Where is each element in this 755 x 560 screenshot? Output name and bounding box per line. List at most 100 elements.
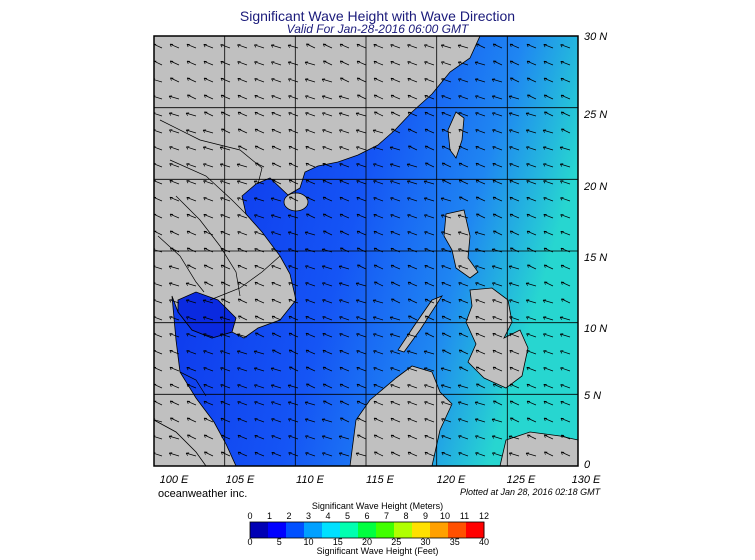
wave-arrow bbox=[543, 367, 554, 372]
wave-arrow bbox=[561, 298, 571, 304]
wave-arrow bbox=[560, 77, 571, 83]
wave-arrow bbox=[237, 78, 248, 83]
wave-arrow bbox=[203, 333, 214, 338]
wave-arrow bbox=[270, 367, 282, 372]
wave-arrow bbox=[169, 383, 180, 389]
wave-arrow bbox=[237, 111, 248, 117]
wave-arrow bbox=[525, 112, 537, 117]
wave-arrow bbox=[237, 44, 248, 49]
wave-arrow bbox=[356, 213, 367, 219]
wave-arrow bbox=[168, 282, 180, 287]
wave-arrow bbox=[288, 332, 299, 338]
wave-arrow bbox=[457, 214, 469, 219]
wave-arrow bbox=[407, 418, 418, 423]
wave-arrow bbox=[525, 299, 537, 304]
wave-arrow bbox=[305, 332, 316, 338]
wave-arrow bbox=[322, 43, 333, 49]
wave-arrow bbox=[492, 383, 503, 389]
wave-arrow bbox=[271, 452, 282, 457]
wave-arrow bbox=[373, 264, 384, 270]
colorbar-segment bbox=[394, 522, 413, 538]
wave-arrow bbox=[527, 434, 537, 440]
wave-arrow bbox=[306, 383, 316, 389]
wave-arrow bbox=[476, 213, 486, 219]
wave-arrow bbox=[254, 128, 265, 134]
lat-label: 10 N bbox=[584, 323, 608, 335]
wave-arrow bbox=[255, 162, 265, 168]
sulawesi-landmass bbox=[499, 431, 578, 466]
wave-arrow bbox=[543, 264, 554, 270]
wave-arrow bbox=[237, 128, 248, 134]
wave-arrow bbox=[305, 366, 316, 372]
wave-arrow bbox=[322, 129, 333, 134]
plotted-time: Plotted at Jan 28, 2016 02:18 GMT bbox=[460, 487, 601, 497]
wave-arrow bbox=[424, 298, 435, 304]
wave-arrow bbox=[424, 418, 435, 423]
wave-arrow bbox=[203, 434, 214, 440]
wave-arrow bbox=[374, 281, 384, 287]
wave-arrow bbox=[355, 452, 367, 457]
mainland-landmass bbox=[154, 36, 481, 466]
arrow-field bbox=[154, 43, 571, 457]
colorbar-segment bbox=[430, 522, 449, 538]
wave-arrow bbox=[356, 367, 367, 372]
wave-arrow bbox=[407, 197, 418, 202]
wave-arrow bbox=[474, 418, 486, 423]
wave-arrow bbox=[508, 435, 520, 440]
wave-arrow bbox=[492, 333, 503, 338]
wave-arrow bbox=[390, 401, 401, 406]
wave-arrow bbox=[441, 452, 452, 457]
wave-arrow bbox=[390, 214, 401, 219]
gulf-of-thailand bbox=[177, 291, 237, 339]
wave-arrow bbox=[474, 78, 486, 83]
colorbar-segment bbox=[376, 522, 395, 538]
wave-arrow bbox=[457, 44, 469, 49]
wave-arrow bbox=[458, 332, 469, 338]
wave-arrow bbox=[492, 452, 503, 457]
wave-arrow bbox=[492, 299, 503, 304]
wave-arrow bbox=[492, 316, 503, 321]
wave-arrow bbox=[560, 231, 571, 236]
wave-arrow bbox=[510, 77, 520, 83]
wave-arrow bbox=[254, 78, 265, 83]
wave-arrow bbox=[424, 315, 435, 321]
wave-arrow bbox=[169, 146, 180, 151]
wave-arrow bbox=[288, 112, 299, 117]
wave-arrow bbox=[458, 265, 469, 270]
wave-arrow bbox=[356, 417, 367, 423]
wave-arrow bbox=[407, 401, 418, 406]
wave-arrow bbox=[203, 264, 214, 270]
wave-arrow bbox=[322, 213, 333, 219]
wave-arrow bbox=[186, 43, 197, 49]
wave-arrow bbox=[338, 95, 350, 100]
wave-arrow bbox=[322, 299, 333, 304]
wave-arrow bbox=[542, 129, 554, 134]
wave-arrow bbox=[356, 180, 367, 185]
wave-arrow bbox=[543, 214, 554, 219]
wave-arrow bbox=[457, 384, 469, 389]
wave-arrow bbox=[220, 350, 231, 355]
wave-arrow bbox=[169, 196, 180, 202]
wave-arrow bbox=[271, 78, 282, 83]
wave-arrow bbox=[204, 451, 214, 457]
lon-label: 110 E bbox=[296, 474, 324, 486]
wave-arrow bbox=[254, 145, 265, 151]
wave-arrow bbox=[236, 350, 248, 355]
wave-arrow bbox=[338, 282, 350, 287]
colorbar-segment bbox=[322, 522, 341, 538]
wave-arrow bbox=[220, 231, 231, 236]
wave-arrow bbox=[373, 180, 384, 185]
wave-arrow bbox=[220, 214, 231, 219]
wave-arrow bbox=[169, 163, 180, 168]
wave-arrow bbox=[526, 197, 537, 202]
wave-arrow bbox=[288, 78, 299, 83]
wave-arrow bbox=[186, 197, 197, 202]
wave-arrow bbox=[203, 350, 214, 355]
meters-tick: 0 bbox=[247, 511, 253, 521]
wave-arrow bbox=[560, 61, 571, 66]
wave-arrow bbox=[493, 60, 503, 66]
wave-arrow bbox=[459, 196, 469, 202]
wave-arrow bbox=[559, 316, 571, 321]
wave-arrow bbox=[492, 163, 503, 168]
feet-tick: 35 bbox=[449, 537, 460, 547]
